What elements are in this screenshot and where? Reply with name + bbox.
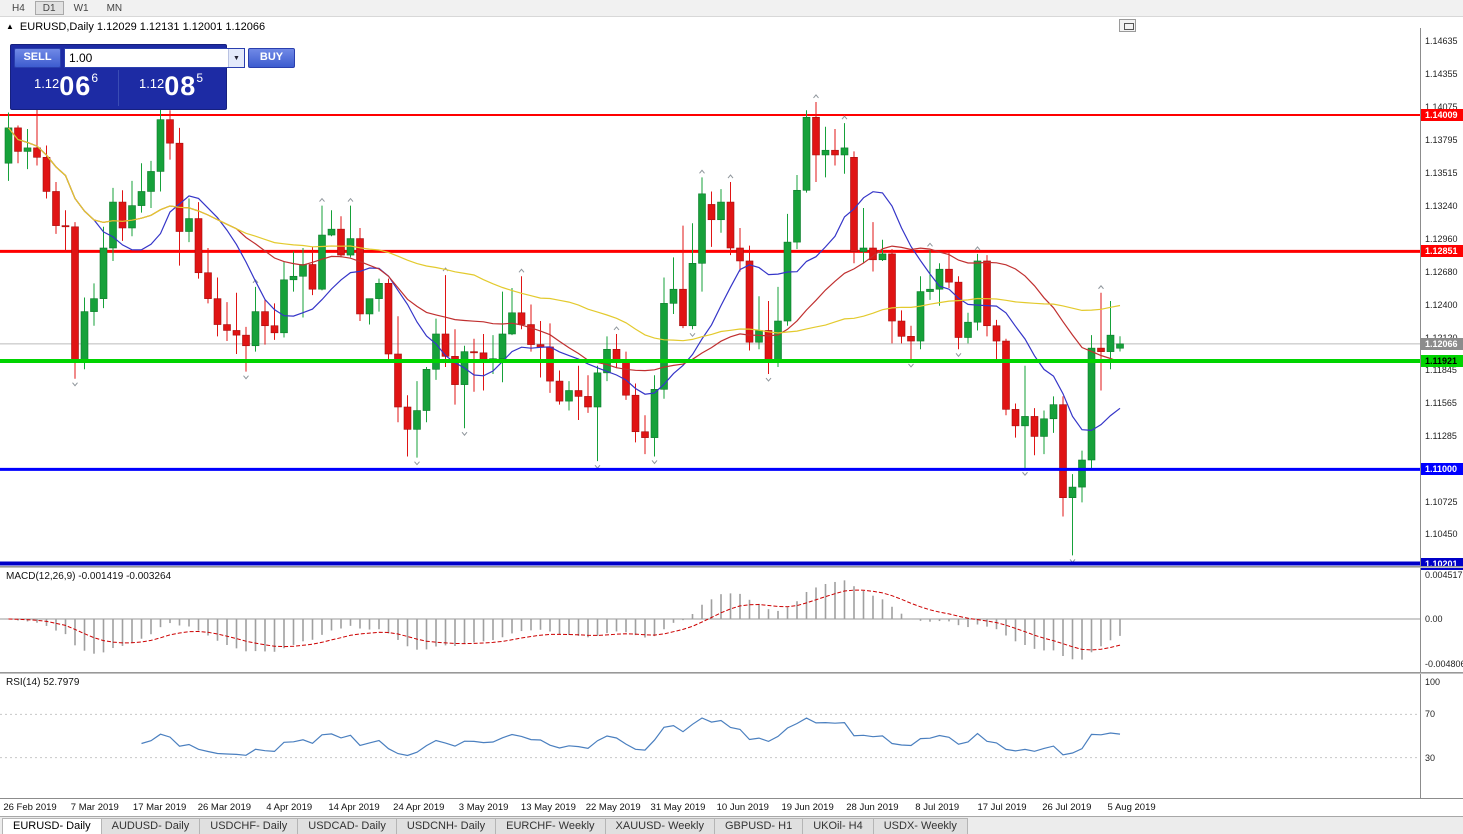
timeframe-button-group: H4 D1 W1 MN — [4, 1, 130, 15]
timeframe-button-h4[interactable]: H4 — [12, 3, 25, 14]
chart-tab-eurchf-weekly[interactable]: EURCHF- Weekly — [495, 818, 606, 834]
indicator-scale-label: 70 — [1425, 709, 1436, 720]
date-axis-label: 10 Jun 2019 — [716, 802, 769, 813]
timeframe-button-mn[interactable]: MN — [106, 3, 123, 14]
price-scale-label: 1.12680 — [1425, 266, 1458, 277]
timeframe-button-w1[interactable]: W1 — [73, 3, 89, 14]
chart-tab-eurusd-daily[interactable]: EURUSD- Daily — [2, 818, 102, 834]
macd-panel[interactable] — [0, 568, 1420, 672]
price-scale-label: 1.12400 — [1425, 299, 1458, 310]
hline-price-label: 1.14009 — [1421, 109, 1463, 122]
price-scale-label: 1.10450 — [1425, 529, 1458, 540]
date-axis-label: 14 Apr 2019 — [328, 802, 380, 813]
volume-input[interactable] — [65, 49, 228, 67]
date-axis[interactable]: 26 Feb 2019 7 Mar 2019 17 Mar 2019 26 Mar 2… — [0, 798, 1463, 816]
chart-tab-xauusd-weekly[interactable]: XAUUSD- Weekly — [604, 818, 715, 834]
main-chart-canvas[interactable] — [0, 36, 1420, 566]
price-scale-label: 1.11565 — [1425, 397, 1457, 408]
date-axis-label: 17 Jul 2019 — [977, 802, 1027, 813]
date-axis-label: 31 May 2019 — [650, 802, 706, 813]
date-axis-label: 4 Apr 2019 — [266, 802, 313, 813]
sell-price-display: 1.12066 — [14, 70, 119, 106]
price-scale-label: 1.11845 — [1425, 364, 1457, 375]
chart-title-bar: ▲ EURUSD,Daily 1.12029 1.12131 1.12001 1… — [0, 17, 1420, 36]
sell-price-prefix: 1.12 — [33, 76, 60, 91]
price-scale[interactable]: 1.14635 1.14355 1.14075 1.13795 1.13515 1.132… — [1420, 28, 1463, 798]
date-axis-label: 5 Aug 2019 — [1107, 802, 1156, 813]
date-axis-label: 26 Mar 2019 — [197, 802, 252, 813]
chart-title: EURUSD,Daily 1.12029 1.12131 1.12001 1.1… — [19, 20, 266, 33]
timeframe-button-d1[interactable]: D1 — [34, 1, 64, 15]
price-scale-label: 1.13515 — [1425, 168, 1458, 179]
current-price-label: 1.12066 — [1421, 337, 1463, 350]
date-axis-label: 24 Apr 2019 — [393, 802, 445, 813]
date-axis-label: 8 Jul 2019 — [915, 802, 960, 813]
date-axis-label: 22 May 2019 — [585, 802, 641, 813]
chart-tab-usdx-weekly[interactable]: USDX- Weekly — [872, 818, 968, 834]
sell-price-sup: 6 — [91, 71, 99, 85]
panel-splitter[interactable] — [0, 566, 1463, 568]
buy-price-prefix: 1.12 — [138, 76, 165, 91]
sell-price-big: 06 — [59, 71, 92, 101]
chart-tab-gbpusd-h1[interactable]: GBPUSD- H1 — [713, 818, 804, 834]
panel-splitter[interactable] — [0, 672, 1463, 674]
price-scale-label: 1.13240 — [1425, 200, 1458, 211]
window-collapse-icon[interactable]: ▲ — [6, 21, 14, 31]
date-axis-label: 17 Mar 2019 — [132, 802, 187, 813]
date-axis-label: 13 May 2019 — [520, 802, 576, 813]
top-toolbar: H4 D1 W1 MN — [0, 0, 1463, 17]
indicator-scale-label: -0.004806 — [1425, 659, 1463, 669]
price-scale-label: 1.14355 — [1425, 69, 1458, 80]
chart-tab-usdcnh-daily[interactable]: USDCNH- Daily — [395, 818, 497, 834]
buy-price-sup: 5 — [196, 71, 204, 85]
chart-tab-usdchf-daily[interactable]: USDCHF- Daily — [199, 818, 299, 834]
hline-price-label: 1.11921 — [1421, 354, 1463, 367]
volume-dropdown-icon: ▼ — [233, 54, 240, 62]
chart-tab-audusd-daily[interactable]: AUDUSD- Daily — [100, 818, 201, 834]
hline-price-label: 1.12851 — [1421, 245, 1463, 258]
date-axis-label: 28 Jun 2019 — [846, 802, 899, 813]
hline-price-label: 1.11000 — [1421, 463, 1463, 476]
chart-tab-ukoil-h4[interactable]: UKOil- H4 — [802, 818, 874, 834]
date-axis-label: 19 Jun 2019 — [781, 802, 834, 813]
price-scale-label: 1.12120 — [1421, 333, 1463, 344]
price-scale-label: 1.11285 — [1425, 430, 1457, 441]
date-axis-label: 26 Jul 2019 — [1042, 802, 1092, 813]
price-scale-label: 1.10725 — [1425, 496, 1458, 507]
price-scale-label: 1.14635 — [1425, 36, 1458, 47]
indicator-scale-label: 100 — [1425, 677, 1441, 687]
sell-button[interactable]: SELL — [14, 48, 61, 68]
volume-dropdown-button[interactable]: ▼ — [228, 49, 244, 67]
chart-tabs-bar: EURUSD- Daily AUDUSD- Daily USDCHF- Daily U… — [0, 816, 1463, 834]
buy-button[interactable]: BUY — [248, 48, 295, 68]
macd-label: MACD(12,26,9) -0.001419 -0.003264 — [6, 571, 172, 582]
buy-price-big: 08 — [164, 71, 197, 101]
price-scale-label: 1.12960 — [1425, 233, 1458, 244]
rsi-panel[interactable] — [0, 674, 1420, 798]
date-axis-label: 3 May 2019 — [458, 802, 509, 813]
price-scale-label: 1.13795 — [1425, 135, 1458, 146]
price-scale-label: 1.14075 — [1425, 102, 1458, 113]
buy-price-display: 1.12085 — [119, 70, 223, 106]
indicator-scale-label: 30 — [1425, 752, 1436, 763]
volume-control: ▼ — [64, 48, 245, 68]
rsi-label: RSI(14) 52.7979 — [6, 677, 80, 688]
date-axis-label: 26 Feb 2019 — [3, 802, 57, 813]
chart-tab-usdcad-daily[interactable]: USDCAD- Daily — [297, 818, 397, 834]
one-click-trading-panel: SELL ▼ BUY 1.12066 1.12085 — [10, 44, 295, 110]
date-axis-label: 7 Mar 2019 — [70, 802, 119, 813]
indicator-scale-label: 0.00 — [1425, 613, 1443, 624]
restore-window-button[interactable] — [1119, 19, 1136, 32]
indicator-scale-label: 0.004517 — [1425, 570, 1463, 580]
